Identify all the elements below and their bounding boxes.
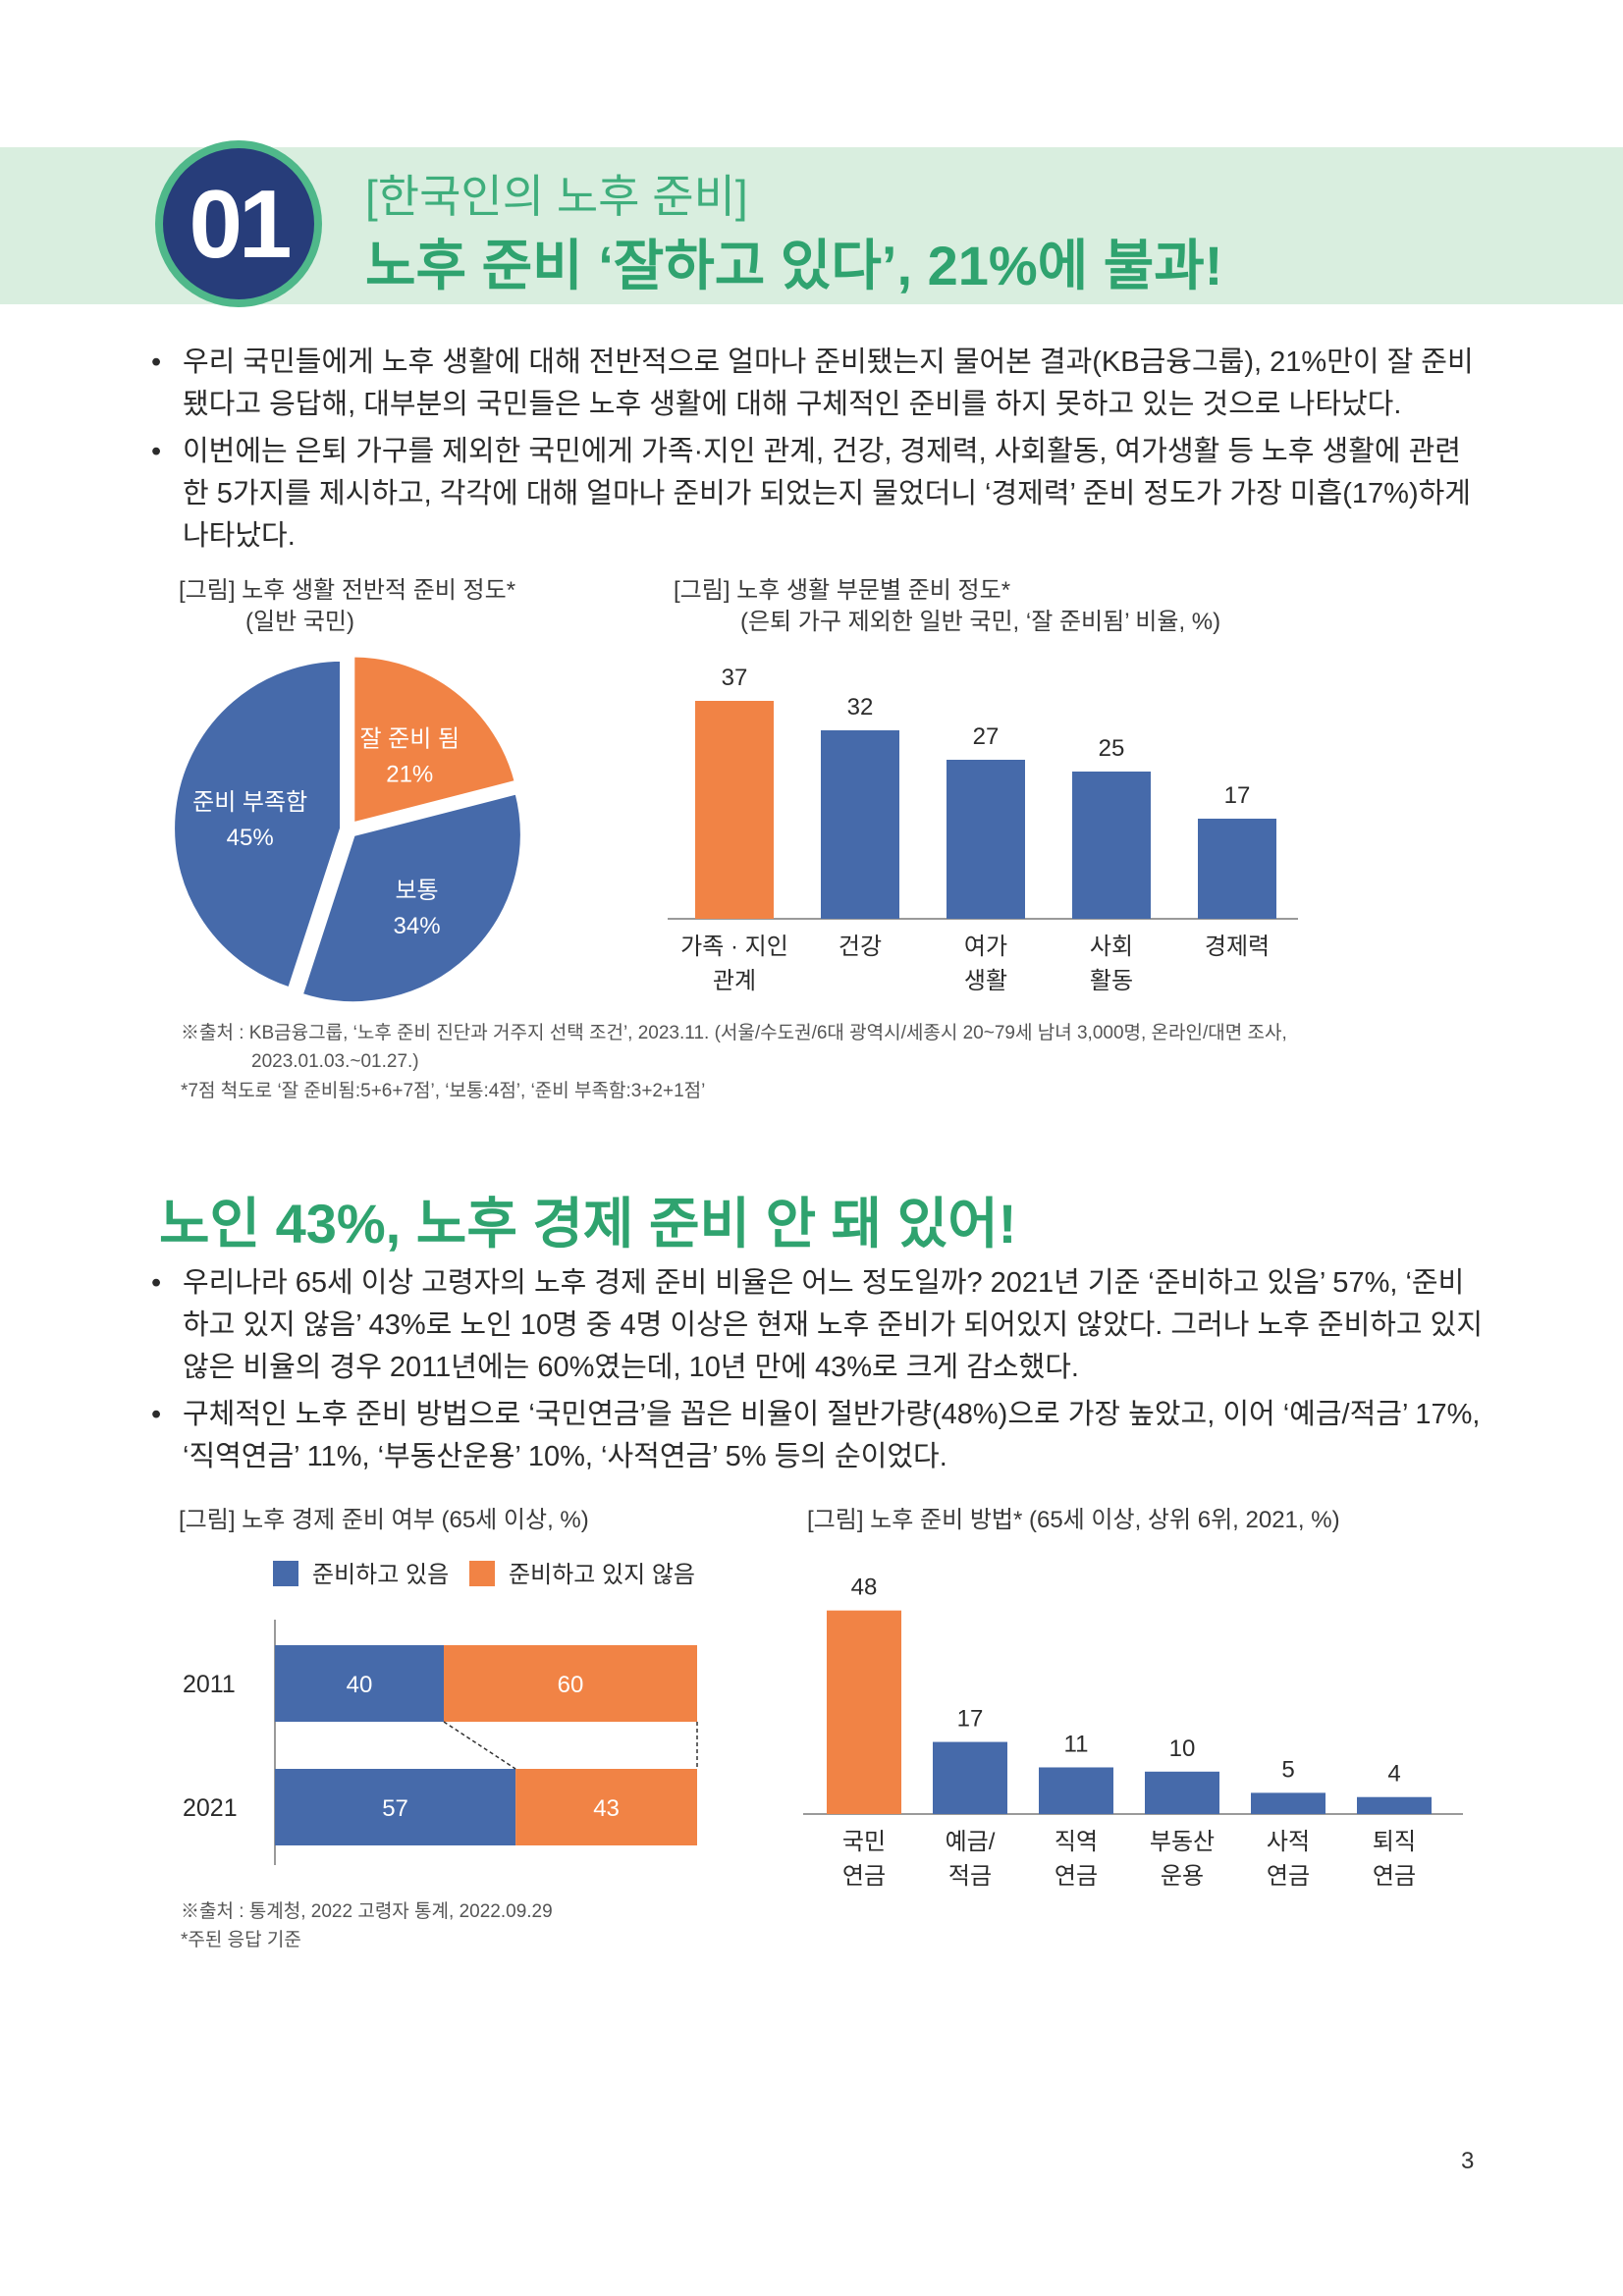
x-tick-label: 여가 [964,934,1007,960]
source-line: ※출처 : KB금융그룹, ‘노후 준비 진단과 거주지 선택 조건’, 202… [181,1023,1287,1043]
stacked-bar-chart: 준비하고 있음 준비하고 있지 않음 2011 40 60 2021 57 43 [183,1561,698,1865]
pie-caption-line2: (일반 국민) [245,609,354,635]
source-line: ※출처 : 통계청, 2022 고령자 통계, 2022.09.29 [181,1901,553,1922]
legend-swatch [469,1561,495,1586]
x-tick-label: 연금 [1055,1863,1098,1890]
bar [1072,772,1151,919]
bar-value-label: 17 [957,1706,984,1733]
bar-caption-line2: (은퇴 가구 제외한 일반 국민, ‘잘 준비됨’ 비율, %) [740,609,1221,635]
x-tick-label: 생활 [964,968,1007,994]
bar [827,1610,901,1814]
stacked-bar-value: 43 [593,1795,620,1822]
bullet-item: 우리 국민들에게 노후 생활에 대해 전반적으로 얼마나 준비됐는지 물어본 결… [151,342,1487,426]
bar-value-label: 37 [722,665,748,691]
bar-value-label: 25 [1099,735,1125,762]
x-tick-label: 사적 [1267,1829,1310,1855]
section2-headline: 노인 43%, 노후 경제 준비 안 돼 있어! [159,1193,1017,1255]
x-tick-label: 직역 [1055,1829,1098,1855]
x-tick-label: 예금/ [946,1829,996,1855]
pie-slice [171,657,345,992]
section1-bullets: 우리 국민들에게 노후 생활에 대해 전반적으로 얼마나 준비됐는지 물어본 결… [151,342,1487,562]
x-tick-label: 건강 [839,934,882,960]
bar-value-label: 4 [1387,1761,1400,1788]
x-tick-label: 운용 [1161,1863,1204,1890]
source-line: 2023.01.03.~01.27.) [251,1051,419,1072]
legend-swatch [273,1561,298,1586]
stack-caption: [그림] 노후 경제 준비 여부 (65세 이상, %) [179,1507,589,1533]
bar-value-label: 48 [851,1575,878,1601]
bar [1357,1796,1432,1814]
stacked-bar-segment [444,1645,697,1722]
pie-slice-label: 보통 [395,878,438,904]
x-tick-label: 가족 · 지인 [680,934,788,960]
pie-slice-value: 21% [386,762,433,788]
bar [1251,1792,1325,1814]
x-tick-label: 사회 [1090,934,1133,960]
bar [1039,1767,1113,1814]
x-tick-label: 관계 [713,968,756,994]
x-tick-label: 연금 [1267,1863,1310,1890]
bar-value-label: 17 [1224,782,1251,809]
legend-label: 준비하고 있지 않음 [509,1562,695,1588]
x-tick-label: 국민 [842,1829,886,1855]
bullet-item: 이번에는 은퇴 가구를 제외한 국민에게 가족·지인 관계, 건강, 경제력, … [151,431,1487,558]
section2-bullets: 우리나라 65세 이상 고령자의 노후 경제 준비 비율은 어느 정도일까? 2… [151,1262,1487,1483]
page-number: 3 [1461,2148,1475,2174]
section-headline: 노후 준비 ‘잘하고 있다’, 21%에 불과! [365,235,1223,296]
bar-caption-line1: [그림] 노후 생활 부문별 준비 정도* [674,577,1011,604]
x-tick-label: 경제력 [1205,934,1270,960]
bar-value-label: 5 [1281,1756,1294,1783]
pie-slice [351,653,519,828]
bar-value-label: 27 [973,723,1000,750]
pie-slice [298,789,524,1006]
stacked-bar-segment [275,1769,516,1845]
x-tick-label: 연금 [842,1863,886,1890]
x-tick-label: 연금 [1373,1863,1416,1890]
x-tick-label: 퇴직 [1373,1829,1416,1855]
stacked-bar-value: 57 [382,1795,408,1822]
pie-slice-value: 34% [394,913,441,939]
x-tick-label: 활동 [1090,968,1133,994]
y-tick-label: 2021 [183,1794,238,1822]
stacked-bar-segment [275,1645,444,1722]
pie-slice-value: 45% [227,825,274,851]
stacked-bar-segment [515,1769,697,1845]
section-subtitle: [한국인의 노후 준비] [365,171,748,222]
bar-value-label: 10 [1169,1735,1196,1762]
footnote-line: *7점 척도로 ‘잘 준비됨:5+6+7점’, ‘보통:4점’, ‘준비 부족함… [181,1081,706,1101]
bar [1198,819,1276,919]
x-tick-label: 적금 [948,1863,992,1890]
pie-slice-label: 잘 준비 됨 [359,726,460,753]
stacked-bar-value: 40 [347,1672,373,1698]
bullet-item: 우리나라 65세 이상 고령자의 노후 경제 준비 비율은 어느 정도일까? 2… [151,1262,1487,1389]
stacked-bar-value: 60 [558,1672,584,1698]
bar [1145,1771,1219,1814]
pie-chart: 잘 준비 됨 21% 보통 34% 준비 부족함 45% [171,653,524,1006]
bar [821,730,899,919]
bar [947,760,1025,919]
bar-value-label: 32 [847,694,874,721]
legend-label: 준비하고 있음 [312,1562,449,1588]
bar [933,1741,1007,1814]
section-number: 01 [163,148,314,299]
pie-slice-label: 준비 부족함 [192,789,307,816]
method-caption: [그림] 노후 준비 방법* (65세 이상, 상위 6위, 2021, %) [807,1507,1340,1533]
pie-caption-line1: [그림] 노후 생활 전반적 준비 정도* [179,577,516,604]
section-number-badge: 01 [155,140,322,307]
bullet-item: 구체적인 노후 준비 방법으로 ‘국민연금’을 꼽은 비율이 절반가량(48%)… [151,1394,1487,1478]
footnote-line: *주된 응답 기준 [181,1930,301,1950]
y-tick-label: 2011 [183,1671,236,1698]
bar-value-label: 11 [1064,1731,1089,1757]
connector-line [443,1721,516,1770]
x-tick-label: 부동산 [1150,1829,1215,1855]
bar [695,701,774,919]
